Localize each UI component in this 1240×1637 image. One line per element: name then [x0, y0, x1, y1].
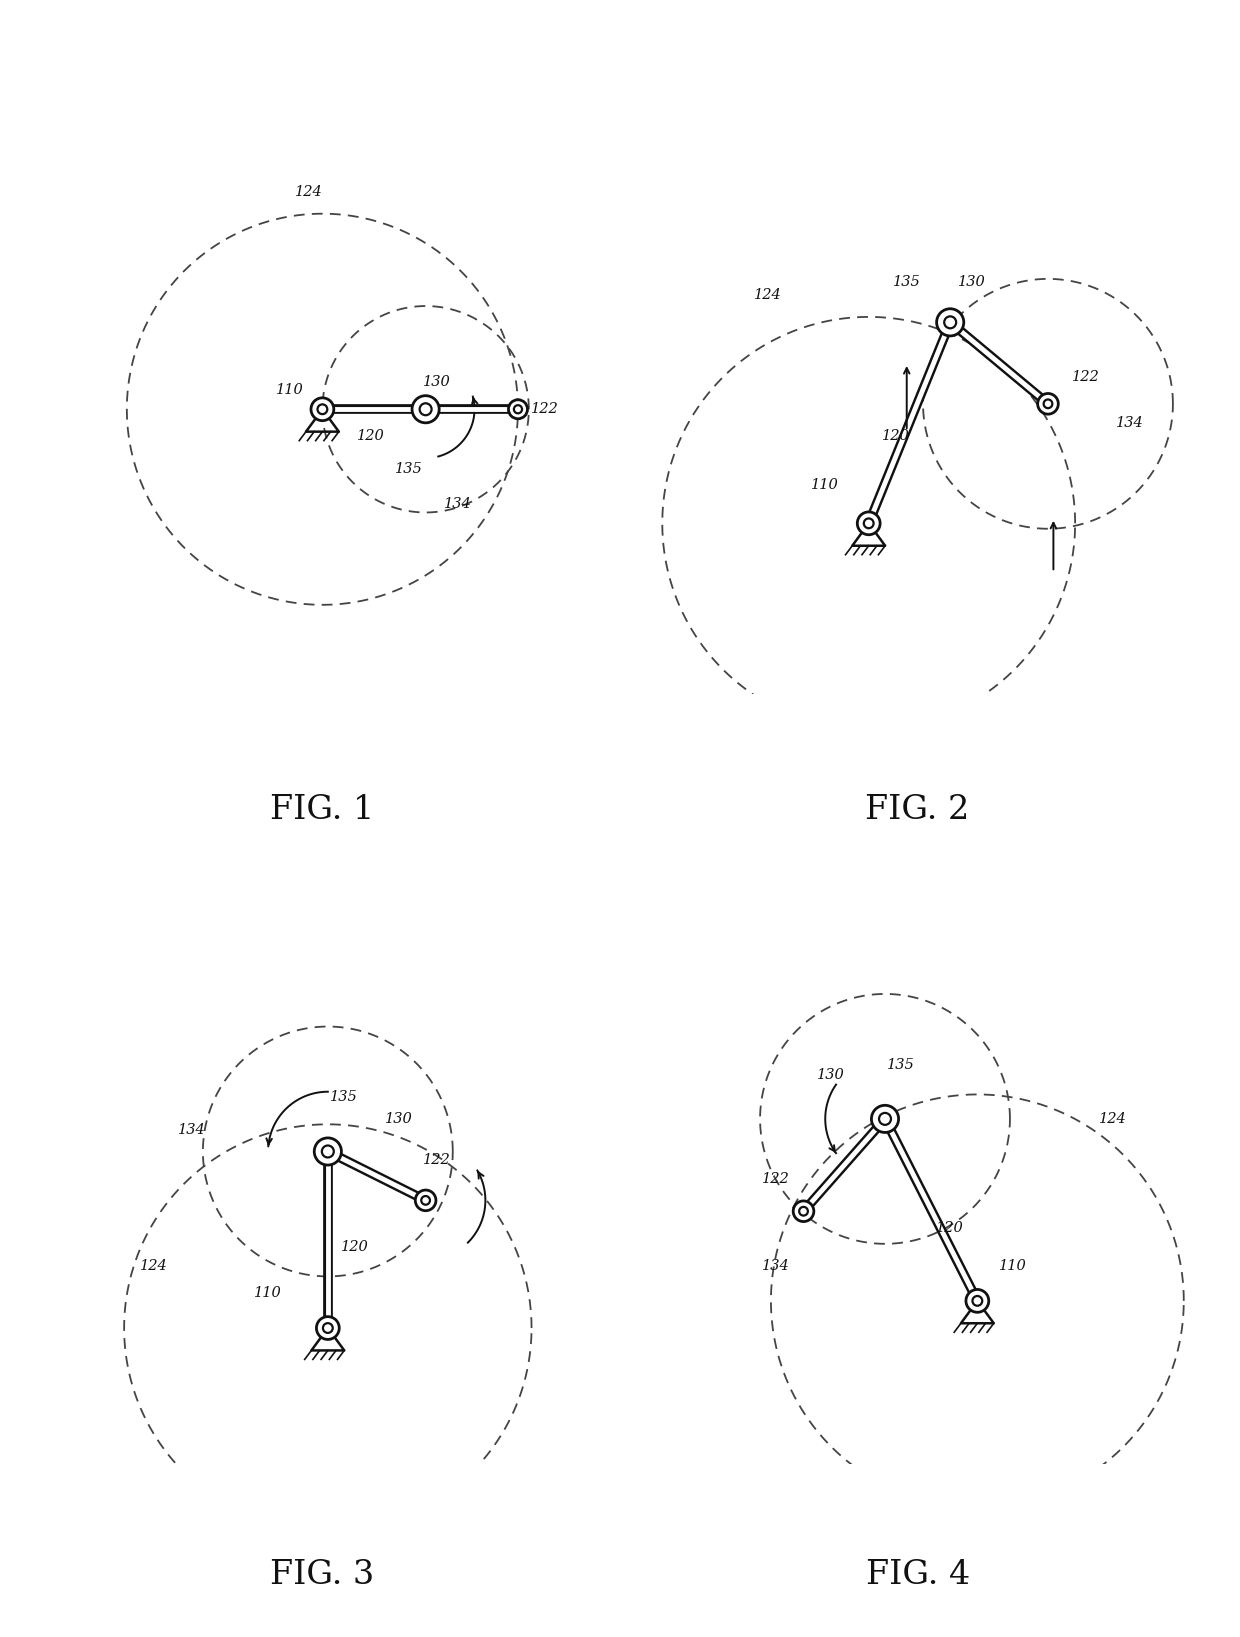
Circle shape	[1038, 393, 1058, 414]
Circle shape	[879, 1113, 892, 1125]
Text: 122: 122	[531, 403, 559, 416]
Text: 135: 135	[330, 1090, 358, 1103]
Text: 134: 134	[763, 1259, 790, 1272]
Circle shape	[944, 316, 956, 329]
Text: 130: 130	[959, 275, 986, 288]
Circle shape	[972, 1297, 982, 1306]
Text: FIG. 4: FIG. 4	[866, 1558, 970, 1591]
Text: 110: 110	[277, 383, 304, 398]
Text: 130: 130	[423, 375, 450, 390]
Circle shape	[966, 1290, 988, 1313]
Text: 135: 135	[396, 462, 423, 476]
Text: 124: 124	[140, 1259, 167, 1272]
Text: 135: 135	[893, 275, 920, 288]
Circle shape	[422, 1197, 430, 1205]
Text: 130: 130	[384, 1112, 413, 1126]
Text: 124: 124	[295, 185, 322, 200]
Text: 134: 134	[1116, 416, 1143, 431]
Text: 110: 110	[998, 1259, 1027, 1272]
Circle shape	[508, 399, 527, 419]
Text: 122: 122	[1073, 370, 1100, 383]
Circle shape	[311, 398, 334, 421]
Text: FIG. 3: FIG. 3	[270, 1558, 374, 1591]
Text: FIG. 2: FIG. 2	[866, 794, 970, 827]
Text: 130: 130	[817, 1069, 844, 1082]
Text: 134: 134	[179, 1123, 206, 1136]
Circle shape	[316, 1316, 340, 1339]
Text: 122: 122	[763, 1172, 790, 1185]
Circle shape	[872, 1105, 899, 1133]
Text: 110: 110	[254, 1285, 281, 1300]
Text: 135: 135	[888, 1058, 915, 1072]
Circle shape	[322, 1323, 332, 1333]
Circle shape	[1044, 399, 1053, 408]
Text: 124: 124	[754, 288, 782, 303]
Circle shape	[794, 1202, 813, 1221]
Circle shape	[419, 403, 432, 416]
Circle shape	[415, 1190, 436, 1211]
Circle shape	[936, 309, 963, 336]
Text: 134: 134	[444, 498, 472, 511]
Text: 122: 122	[423, 1152, 450, 1167]
Text: 120: 120	[357, 429, 386, 444]
Text: 120: 120	[341, 1239, 368, 1254]
Circle shape	[513, 406, 522, 413]
Circle shape	[322, 1146, 334, 1157]
Circle shape	[799, 1206, 808, 1216]
Text: 110: 110	[811, 478, 839, 493]
Text: FIG. 1: FIG. 1	[270, 794, 374, 827]
Text: 120: 120	[882, 429, 910, 444]
Text: 120: 120	[936, 1221, 963, 1234]
Circle shape	[864, 519, 874, 529]
Circle shape	[317, 404, 327, 414]
Circle shape	[857, 512, 880, 535]
Circle shape	[314, 1138, 341, 1166]
Circle shape	[412, 396, 439, 422]
Text: 124: 124	[1100, 1112, 1127, 1126]
